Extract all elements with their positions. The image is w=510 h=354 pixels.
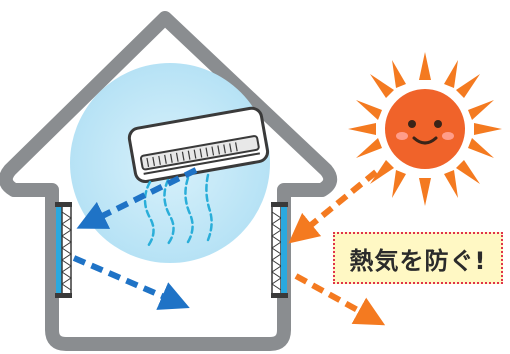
sun-eye-right [434, 120, 442, 128]
heat-arrow-deflected [294, 273, 386, 326]
sun-eye-left [408, 120, 416, 128]
cool-air-arrow-down [72, 255, 190, 310]
cool-air-arrow-up [76, 167, 198, 229]
heat-arrows [288, 169, 386, 326]
window-right [271, 202, 288, 298]
caption-text: 熱気を防ぐ! [349, 246, 487, 275]
cool-air-arrows [72, 167, 198, 310]
air-conditioner-icon [127, 106, 270, 184]
window-left [55, 202, 72, 298]
caption-box: 熱気を防ぐ! [333, 232, 503, 284]
sun-icon [348, 52, 502, 206]
heat-arrow-incoming [288, 169, 378, 244]
house-icon [0, 11, 338, 351]
sun-smile [412, 136, 438, 145]
cool-air-streams [143, 173, 213, 248]
